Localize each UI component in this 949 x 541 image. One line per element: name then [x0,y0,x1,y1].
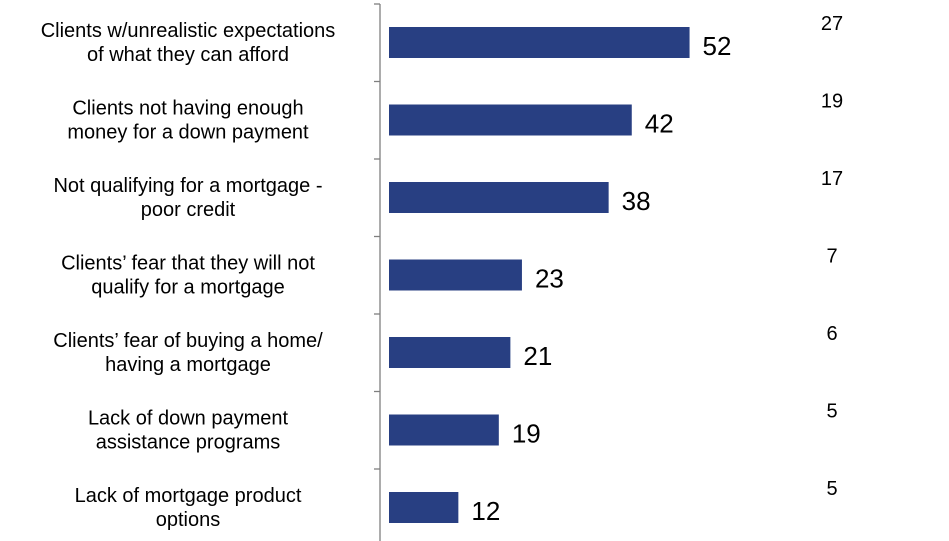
category-label: assistance programs [96,432,281,454]
second-column-value: 5 [826,478,837,500]
bar-value-label: 21 [523,341,552,371]
second-column-value: 17 [821,168,843,190]
axis-layer [374,3,381,541]
bar-value-label: 42 [645,109,674,139]
bar [389,27,690,58]
bar-value-label: 19 [512,419,541,449]
bar [389,492,459,523]
bar [389,337,511,368]
category-label: money for a down payment [67,122,309,144]
bar [389,259,522,291]
category-label: Clients’ fear of buying a home/ [53,330,323,352]
category-label: Not qualifying for a mortgage - [53,175,322,197]
bar-value-label: 52 [703,31,732,61]
second-column-values: 27 19 17 7 6 5 5 [821,13,843,500]
category-label: Lack of mortgage product [75,485,302,507]
second-column-value: 7 [826,246,837,268]
bars-layer [389,27,690,523]
category-label: Clients not having enough [72,98,303,120]
second-column-value: 19 [821,91,843,113]
category-label: Lack of down payment [88,408,289,430]
second-column-value: 27 [821,13,843,35]
value-labels: 52 42 38 23 21 19 12 [471,31,731,526]
category-label: options [156,509,221,531]
category-label: of what they can afford [87,44,289,66]
second-column-value: 5 [826,401,837,423]
category-label: Clients w/unrealistic expectations [41,20,336,42]
category-label: poor credit [141,199,236,221]
bar-value-label: 23 [535,264,564,294]
bar [389,104,632,136]
category-label: having a mortgage [105,354,271,376]
category-label: Clients’ fear that they will not [61,253,315,275]
bar [389,182,609,213]
second-column-value: 6 [826,323,837,345]
category-label: qualify for a mortgage [91,277,284,299]
bar-value-label: 12 [471,496,500,526]
bar [389,414,499,446]
bar-value-label: 38 [622,186,651,216]
